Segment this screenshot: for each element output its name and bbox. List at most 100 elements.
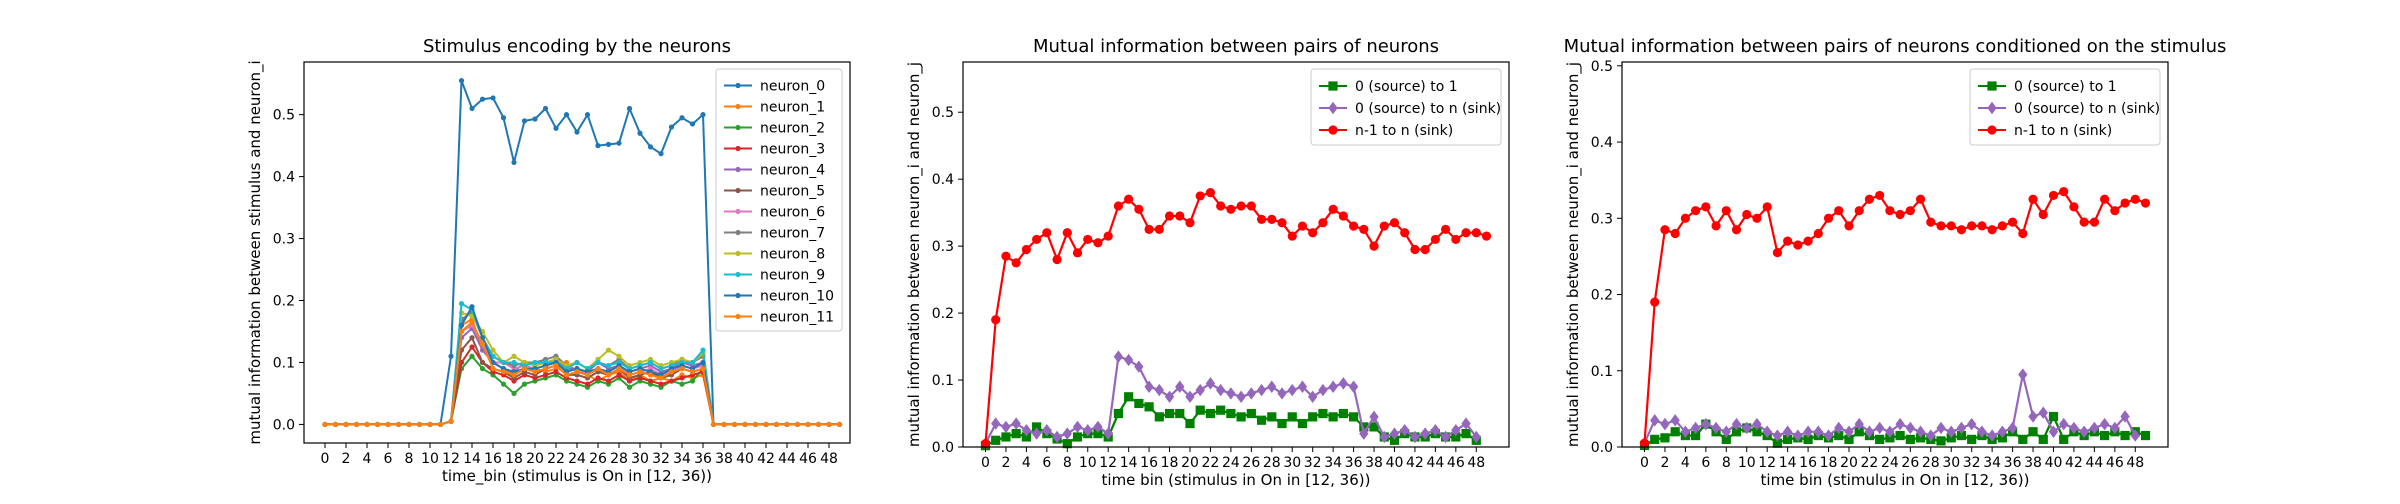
data-point <box>1430 234 1440 245</box>
data-point <box>1113 350 1124 363</box>
data-point <box>626 384 633 390</box>
data-point <box>1297 380 1308 393</box>
x-tick-label: 36 <box>1345 455 1363 471</box>
x-tick-label: 6 <box>1701 455 1710 471</box>
data-point <box>1359 224 1369 234</box>
y-tick-label: 0.1 <box>273 355 295 371</box>
x-tick-label: 26 <box>589 451 607 467</box>
data-point <box>1031 427 1042 440</box>
series-neuron_6 <box>322 322 843 428</box>
data-point <box>1205 377 1216 390</box>
data-point <box>574 129 580 135</box>
data-point <box>1400 228 1410 238</box>
data-point <box>479 96 486 102</box>
data-point <box>542 105 549 112</box>
data-point <box>1032 422 1042 432</box>
x-tick-label: 32 <box>652 451 670 467</box>
series-0 (source) to n (sink) <box>980 350 1481 450</box>
data-point <box>1410 244 1420 255</box>
x-tick-label: 2 <box>1001 455 1010 471</box>
x-tick-label: 46 <box>799 451 817 467</box>
data-point <box>1359 427 1369 440</box>
legend-marker <box>735 313 741 320</box>
data-point <box>637 130 643 136</box>
data-point <box>511 359 517 366</box>
data-point <box>2048 411 2059 422</box>
data-point <box>1072 248 1083 258</box>
series-line <box>325 324 840 426</box>
data-point <box>1297 221 1308 231</box>
data-point <box>1803 236 1813 246</box>
chart-title: Mutual information between pairs of neur… <box>1564 36 2227 57</box>
legend-entry: neuron_3 <box>724 142 825 158</box>
legend-label: neuron_11 <box>760 310 834 326</box>
x-tick-label: 2 <box>342 451 351 467</box>
legend-label: 0 (source) to 1 <box>1355 79 1458 95</box>
data-point <box>1936 436 1946 446</box>
data-point <box>1895 430 1905 441</box>
data-point <box>668 369 675 375</box>
data-point <box>490 95 496 101</box>
x-tick-label: 12 <box>1099 455 1117 471</box>
data-point <box>1072 432 1083 442</box>
data-point <box>553 362 559 369</box>
data-point <box>1660 433 1670 443</box>
x-tick-label: 8 <box>1063 455 1072 471</box>
x-tick-label: 24 <box>1222 455 1240 471</box>
data-point <box>700 359 706 366</box>
data-point <box>1093 420 1103 434</box>
data-point <box>1731 225 1742 235</box>
x-tick-label: 20 <box>1181 455 1199 471</box>
legend-label: neuron_3 <box>760 142 825 158</box>
legend: 0 (source) to 1 0 (source) to n (sink) n-1… <box>1310 68 1502 146</box>
data-point <box>563 112 570 118</box>
data-point <box>805 421 811 428</box>
legend-entry: neuron_6 <box>724 205 825 221</box>
series-n-1 to n (sink) <box>980 187 1492 449</box>
x-tick-label: 0 <box>981 455 990 471</box>
data-point <box>1308 390 1318 403</box>
data-point <box>1052 430 1062 444</box>
data-point <box>385 421 391 428</box>
data-point <box>2059 417 2069 431</box>
data-point <box>427 421 433 428</box>
data-point <box>700 366 706 372</box>
x-tick-label: 28 <box>1922 455 1940 471</box>
data-point <box>1164 211 1175 221</box>
data-point <box>1287 412 1297 422</box>
data-point <box>991 435 1001 445</box>
data-point <box>1308 228 1318 238</box>
data-point <box>1772 247 1783 258</box>
data-point <box>2007 421 2018 435</box>
data-point <box>511 390 517 397</box>
data-point <box>2038 434 2048 444</box>
data-point <box>1834 421 1844 435</box>
data-point <box>1216 201 1226 211</box>
y-tick-label: 0.4 <box>1591 135 1613 151</box>
x-tick-label: 18 <box>505 451 523 467</box>
data-point <box>1195 383 1205 397</box>
data-point <box>991 417 1001 430</box>
y-tick-label: 0.1 <box>932 373 954 389</box>
chart-3: Mutual information between pairs of neur… <box>1564 36 2227 489</box>
y-tick-label: 0.4 <box>273 170 295 186</box>
series-line <box>1643 190 2146 444</box>
y-tick-label: 0.1 <box>1591 364 1613 380</box>
x-tick-label: 14 <box>1779 455 1797 471</box>
data-point <box>2110 421 2120 435</box>
legend-marker <box>735 292 741 299</box>
data-point <box>1936 221 1946 231</box>
x-tick-label: 14 <box>463 451 481 467</box>
legend-label: neuron_1 <box>760 100 825 116</box>
data-point <box>479 366 486 372</box>
data-point <box>521 366 528 372</box>
y-tick-label: 0.4 <box>932 172 954 188</box>
y-tick-label: 0.3 <box>1591 211 1613 227</box>
data-point <box>1844 434 1854 444</box>
data-point <box>584 112 591 118</box>
data-point <box>1072 420 1083 434</box>
data-point <box>1144 402 1154 412</box>
data-point <box>1123 353 1134 367</box>
data-point <box>605 372 612 378</box>
